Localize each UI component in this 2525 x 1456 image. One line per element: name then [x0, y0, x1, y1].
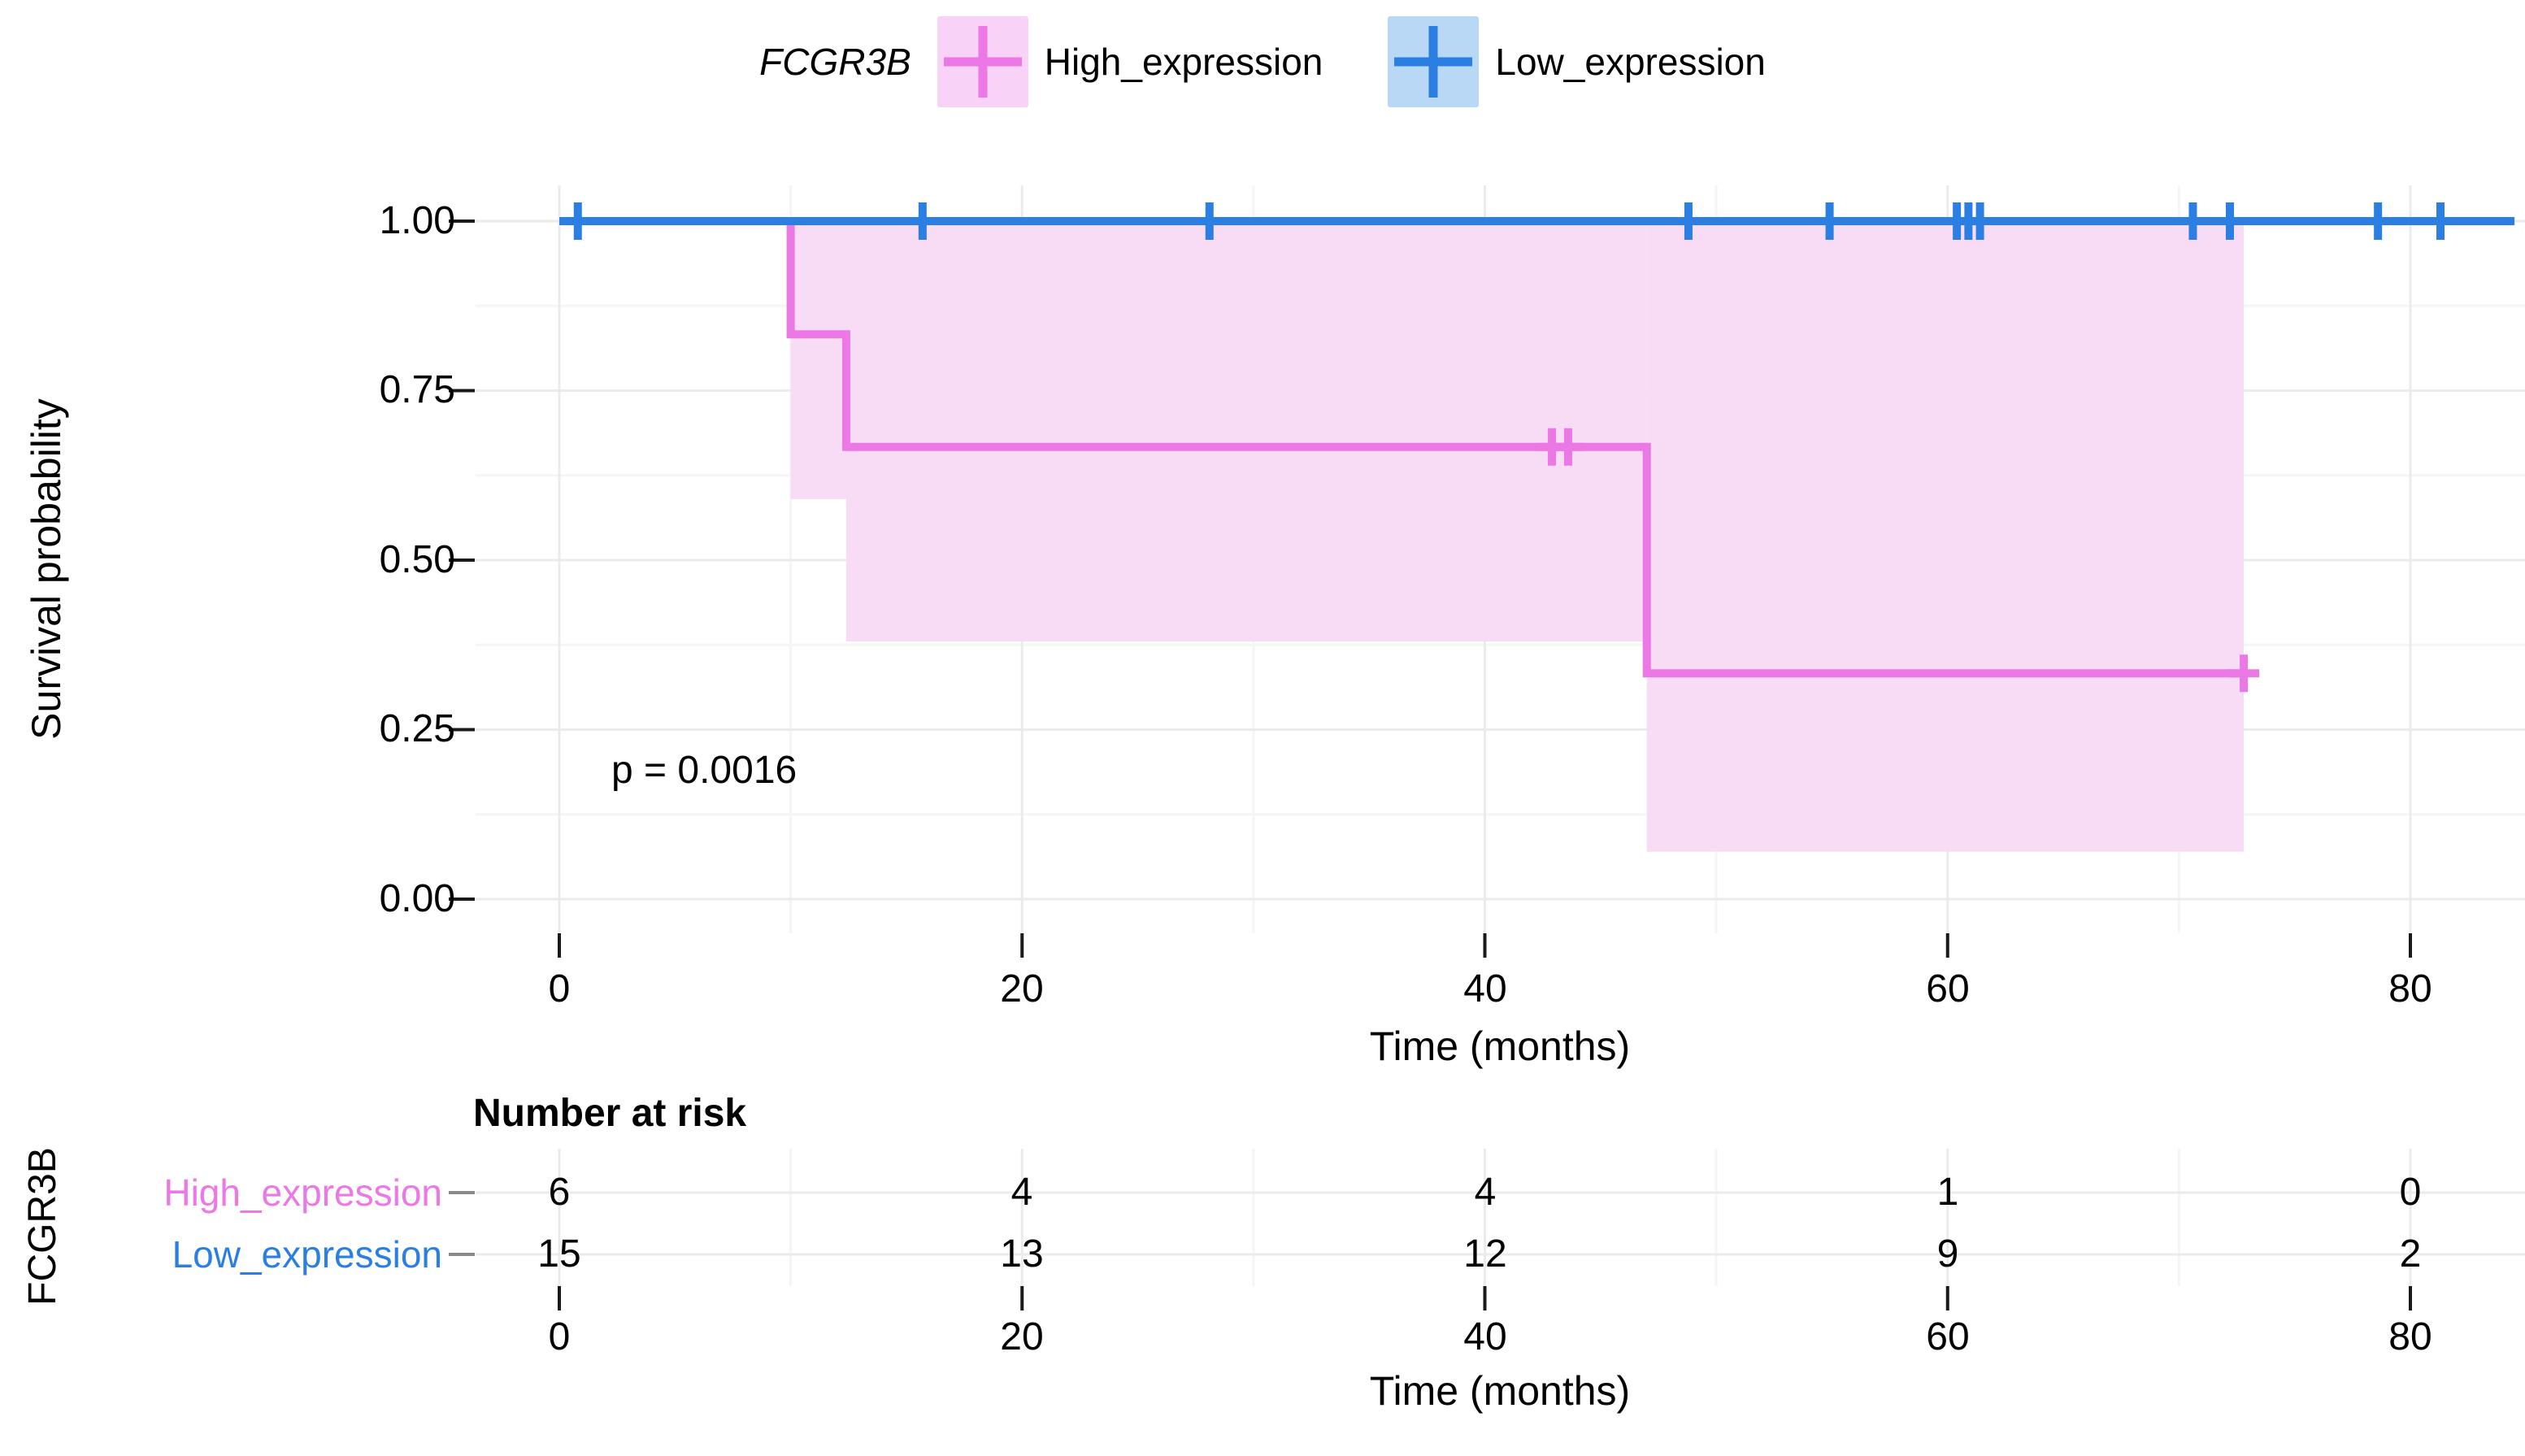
- risk-table-title: Number at risk: [473, 1092, 747, 1135]
- risk-value-low-t40: 12: [1463, 1232, 1507, 1276]
- risk-x-tick-label-40: 40: [1463, 1315, 1507, 1358]
- risk-row-label-low: Low_expression: [172, 1233, 442, 1276]
- y-axis-title: Survival probability: [24, 398, 70, 740]
- risk-x-tick-label-60: 60: [1926, 1315, 1970, 1358]
- x-tick-label-40: 40: [1463, 967, 1507, 1011]
- x-axis-title: Time (months): [1369, 1024, 1631, 1069]
- risk-x-tick-label-80: 80: [2388, 1315, 2432, 1358]
- legend-title: FCGR3B: [759, 41, 911, 83]
- y-tick-label-0.50: 0.50: [379, 538, 455, 581]
- risk-value-high-t0: 6: [548, 1171, 571, 1214]
- legend: FCGR3B High_expression Low_expression: [0, 15, 2525, 109]
- y-tick-label-0.75: 0.75: [379, 368, 455, 411]
- risk-x-tick-label-0: 0: [548, 1315, 571, 1358]
- legend-item-low: Low_expression: [1388, 16, 1766, 107]
- risk-value-high-t20: 4: [1010, 1171, 1033, 1214]
- risk-value-low-t60: 9: [1936, 1232, 1959, 1276]
- x-tick-label-0: 0: [548, 967, 571, 1011]
- legend-label-low: Low_expression: [1495, 41, 1766, 83]
- risk-value-low-t0: 15: [537, 1232, 581, 1276]
- low-expression-censor-key-icon: [1388, 16, 1480, 107]
- risk-row-label-high: High_expression: [163, 1171, 442, 1214]
- risk-value-low-t20: 13: [1000, 1232, 1044, 1276]
- legend-item-high: High_expression: [937, 16, 1323, 107]
- p-value-annotation: p = 0.0016: [611, 749, 797, 792]
- high-expression-censor-key-icon: [937, 16, 1028, 107]
- y-tick-label-0.25: 0.25: [379, 707, 455, 750]
- x-tick-label-20: 20: [1000, 967, 1044, 1011]
- legend-label-high: High_expression: [1044, 41, 1323, 83]
- y-tick-label-0.00: 0.00: [379, 877, 455, 920]
- risk-x-axis-title: Time (months): [1369, 1368, 1631, 1414]
- risk-x-tick-label-20: 20: [1000, 1315, 1044, 1358]
- risk-value-high-t60: 1: [1936, 1171, 1959, 1214]
- risk-value-high-t80: 0: [2399, 1171, 2422, 1214]
- y-tick-label-1.00: 1.00: [379, 199, 455, 242]
- risk-table-group-axis-label: FCGR3B: [20, 1146, 64, 1306]
- risk-value-high-t40: 4: [1474, 1171, 1497, 1214]
- risk-value-low-t80: 2: [2399, 1232, 2422, 1276]
- x-tick-label-60: 60: [1926, 967, 1970, 1011]
- x-tick-label-80: 80: [2388, 967, 2432, 1011]
